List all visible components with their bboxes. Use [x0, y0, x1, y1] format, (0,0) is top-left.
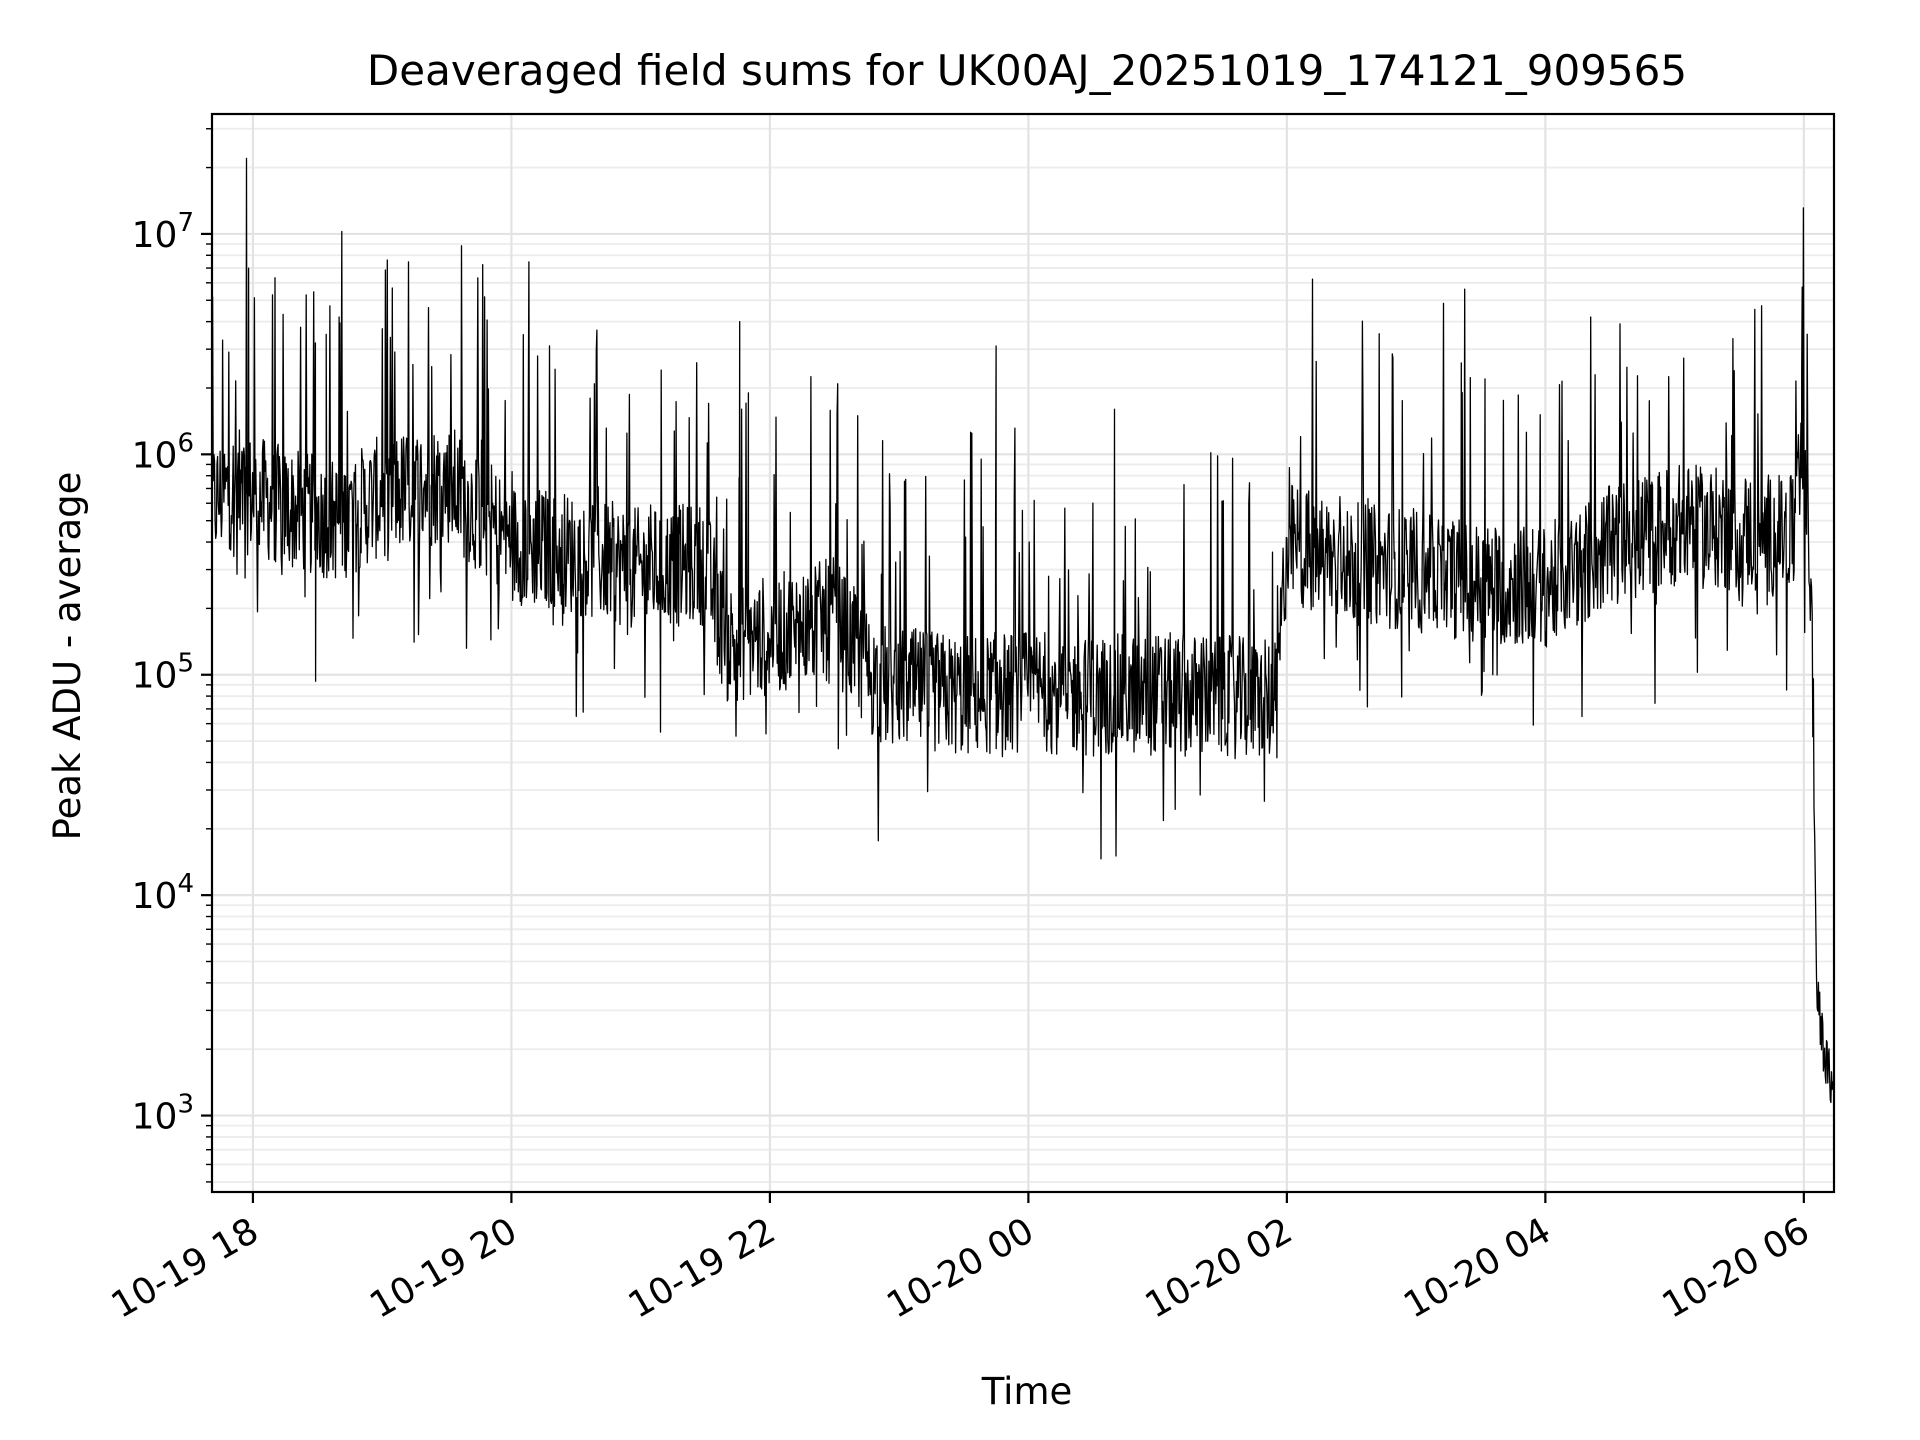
y-axis-label: Peak ADU - average: [46, 472, 89, 841]
series-line: [211, 157, 1835, 1104]
x-tick-label: 10-19 20: [363, 1210, 524, 1326]
y-tick-label: 103: [132, 1090, 194, 1138]
chart-title: Deaveraged field sums for UK00AJ_2025101…: [367, 46, 1687, 95]
y-tick-label: 107: [132, 208, 194, 256]
x-axis-label: Time: [981, 1370, 1073, 1413]
plot-area-frame: [210, 112, 1836, 1194]
x-tick-label: 10-20 00: [880, 1210, 1041, 1326]
x-tick-label: 10-20 06: [1656, 1210, 1817, 1326]
y-tick-label: 104: [132, 869, 194, 917]
x-tick-label: 10-20 02: [1139, 1210, 1300, 1326]
y-tick-label: 106: [132, 428, 194, 476]
x-tick-label: 10-20 04: [1397, 1210, 1558, 1326]
x-tick-label: 10-19 22: [622, 1210, 783, 1326]
x-tick-label: 10-19 18: [105, 1210, 266, 1326]
y-tick-label: 105: [132, 649, 194, 697]
series-layer: [211, 157, 1835, 1104]
